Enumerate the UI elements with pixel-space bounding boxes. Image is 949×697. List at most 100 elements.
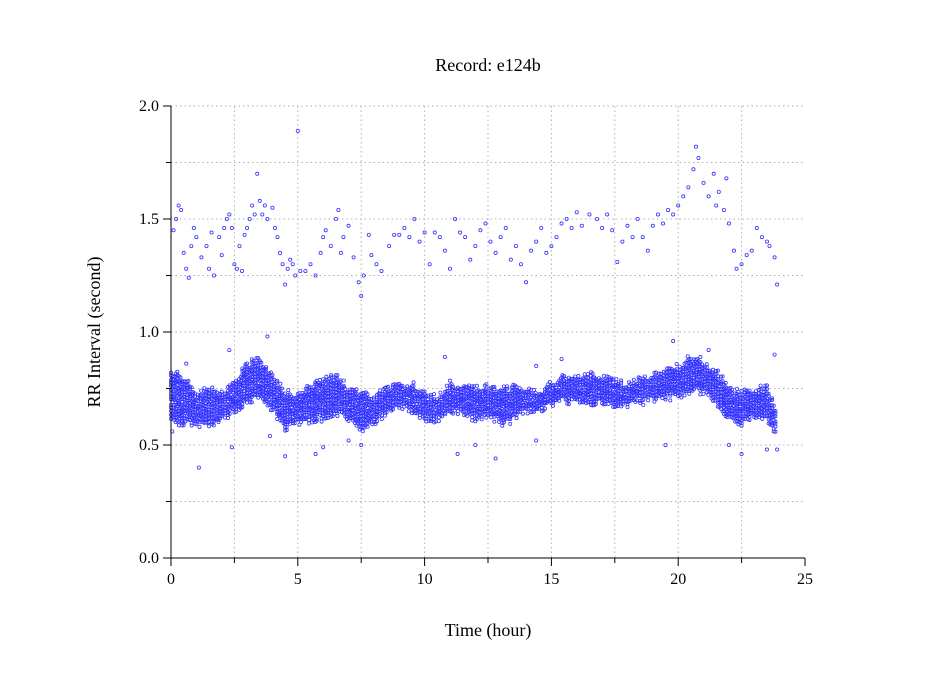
data-point bbox=[176, 203, 181, 208]
band-point bbox=[186, 378, 191, 383]
band-point bbox=[332, 411, 337, 416]
band-point bbox=[360, 421, 365, 426]
band-point bbox=[687, 391, 692, 396]
band-point bbox=[245, 400, 250, 405]
band-point bbox=[222, 415, 227, 420]
data-point bbox=[691, 167, 696, 172]
band-point bbox=[601, 402, 606, 407]
band-point bbox=[186, 400, 191, 405]
y-tick-label: 2.0 bbox=[139, 98, 159, 115]
band-point bbox=[593, 402, 598, 407]
band-point bbox=[773, 421, 778, 426]
band-point bbox=[505, 386, 510, 391]
data-point bbox=[270, 205, 275, 210]
data-point bbox=[488, 239, 493, 244]
data-point bbox=[724, 176, 729, 181]
band-point bbox=[335, 373, 340, 378]
band-point bbox=[311, 413, 316, 418]
band-point bbox=[568, 390, 573, 395]
data-point bbox=[696, 155, 701, 160]
band-point bbox=[428, 394, 433, 399]
data-point bbox=[468, 257, 473, 262]
band-point bbox=[444, 383, 449, 388]
band-point bbox=[500, 388, 505, 393]
data-point bbox=[321, 445, 326, 450]
band-point bbox=[770, 403, 775, 408]
band-point bbox=[257, 360, 262, 365]
data-point bbox=[686, 185, 691, 190]
band-point bbox=[590, 375, 595, 380]
band-point bbox=[531, 387, 536, 392]
data-point bbox=[229, 445, 234, 450]
band-point bbox=[543, 406, 548, 411]
band-point bbox=[249, 400, 254, 405]
band-point bbox=[189, 423, 194, 428]
band-point bbox=[306, 385, 311, 390]
band-point bbox=[684, 365, 689, 370]
band-point bbox=[268, 408, 273, 413]
band-point bbox=[227, 411, 232, 416]
band-point bbox=[585, 375, 590, 380]
data-point bbox=[660, 221, 665, 226]
data-point bbox=[534, 239, 539, 244]
x-tick-label: 5 bbox=[294, 571, 302, 588]
data-point bbox=[247, 216, 252, 221]
band-point bbox=[763, 383, 768, 388]
band-point bbox=[335, 413, 340, 418]
data-point bbox=[564, 216, 569, 221]
data-point bbox=[463, 235, 468, 240]
data-point bbox=[529, 248, 534, 253]
band-point bbox=[773, 411, 778, 416]
band-point bbox=[614, 404, 619, 409]
band-point bbox=[275, 380, 280, 385]
data-point bbox=[726, 442, 731, 447]
data-point bbox=[359, 293, 364, 298]
data-point bbox=[265, 334, 270, 339]
band-point bbox=[631, 377, 636, 382]
band-point bbox=[210, 419, 215, 424]
data-point bbox=[701, 180, 706, 185]
data-point bbox=[635, 216, 640, 221]
data-point bbox=[453, 216, 458, 221]
band-point bbox=[752, 408, 757, 413]
data-point bbox=[186, 275, 191, 280]
band-point bbox=[283, 391, 288, 396]
data-point bbox=[407, 235, 412, 240]
band-point bbox=[254, 356, 259, 361]
data-point bbox=[579, 223, 584, 228]
data-point bbox=[693, 144, 698, 149]
band-point bbox=[216, 420, 221, 425]
data-point bbox=[549, 244, 554, 249]
band-point bbox=[379, 392, 384, 397]
data-point bbox=[605, 212, 610, 217]
data-point bbox=[283, 282, 288, 287]
data-point bbox=[726, 221, 731, 226]
band-point bbox=[593, 399, 598, 404]
data-point bbox=[346, 223, 351, 228]
band-point bbox=[479, 414, 484, 419]
data-point bbox=[313, 273, 318, 278]
data-point bbox=[473, 244, 478, 249]
x-tick-label: 15 bbox=[543, 571, 559, 588]
band-point bbox=[341, 383, 346, 388]
data-point bbox=[285, 266, 290, 271]
band-point bbox=[294, 399, 299, 404]
band-point bbox=[641, 397, 646, 402]
data-point bbox=[681, 194, 686, 199]
band-point bbox=[503, 406, 508, 411]
band-point bbox=[501, 420, 506, 425]
band-point bbox=[354, 391, 359, 396]
data-point bbox=[250, 203, 255, 208]
band-point bbox=[199, 388, 204, 393]
band-point bbox=[341, 393, 346, 398]
band-point bbox=[525, 411, 530, 416]
band-point bbox=[712, 389, 717, 394]
band-point bbox=[451, 384, 456, 389]
band-point bbox=[478, 410, 483, 415]
band-point bbox=[460, 397, 465, 402]
band-point bbox=[451, 411, 456, 416]
data-point bbox=[293, 273, 298, 278]
data-point bbox=[663, 442, 668, 447]
data-point bbox=[600, 226, 605, 231]
band-point bbox=[422, 389, 427, 394]
